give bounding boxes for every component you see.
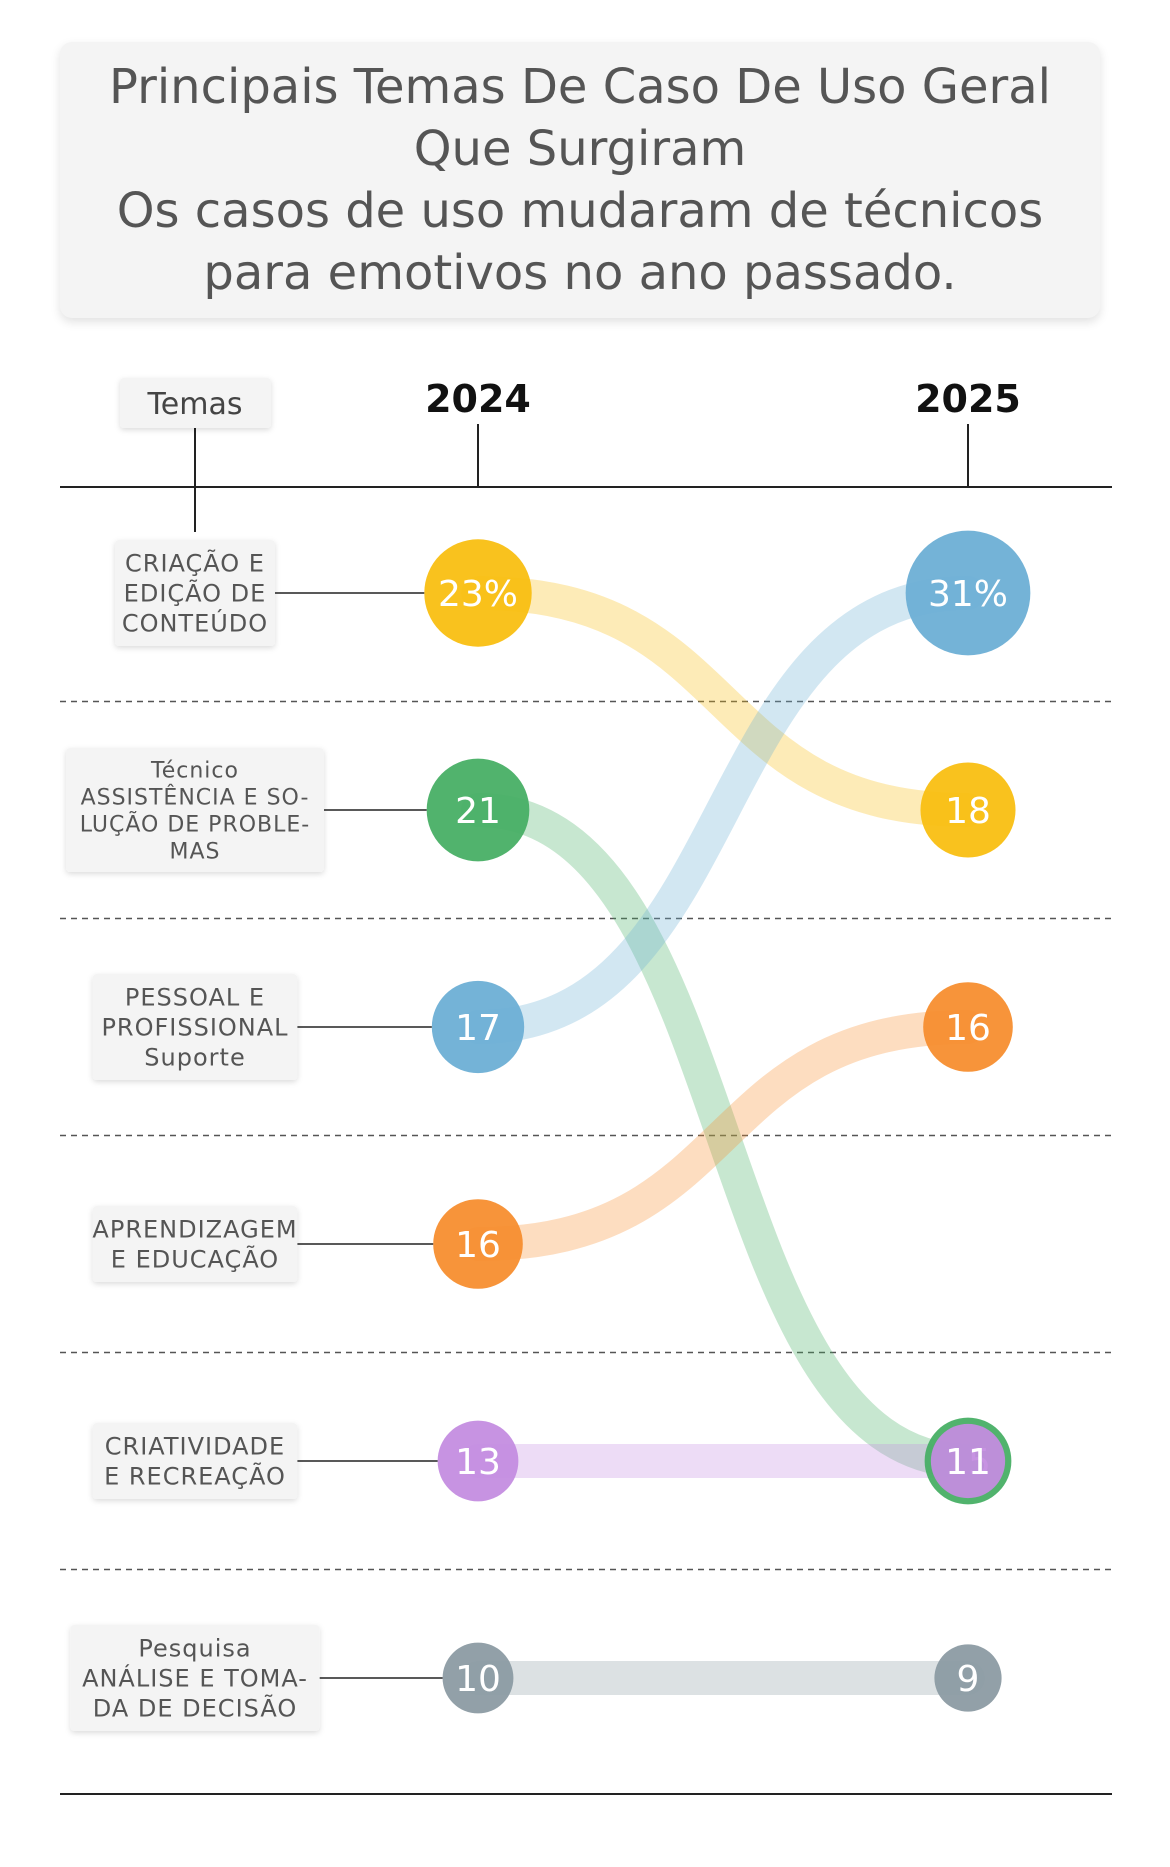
title-card: Principais Temas De Caso De Uso Geral Qu… (60, 42, 1100, 318)
theme-label-line: E EDUCAÇÃO (111, 1244, 279, 1274)
theme-label-line: PESSOAL E (125, 984, 265, 1012)
theme-label-line: Suporte (144, 1044, 245, 1072)
connector-3 (461, 576, 985, 1044)
theme-label-line: MAS (170, 839, 221, 864)
theme-label-line: ASSISTÊNCIA E SO- (81, 784, 310, 810)
bubble-value-1-2024: 23% (438, 574, 518, 615)
bubble-1-2025 (920, 762, 1016, 858)
theme-label-line: CONTEÚDO (122, 608, 268, 638)
bubble-value-3-2024: 17 (455, 1008, 501, 1049)
theme-label-box (66, 748, 324, 872)
chart-subtitle-line-2: para emotivos no ano passado. (203, 245, 957, 301)
theme-label-line: LUÇÃO DE PROBLE- (80, 810, 311, 837)
year-label-2025: 2025 (915, 377, 1021, 421)
theme-label-line: ANÁLISE E TOMA- (82, 1664, 308, 1693)
connector-4 (461, 1010, 985, 1261)
bubble-value-3-2025: 31% (928, 574, 1008, 615)
bubble-value-4-2024: 16 (455, 1225, 501, 1266)
bubble-value-2-2024: 21 (455, 791, 501, 832)
theme-label-line: DA DE DECISÃO (93, 1693, 297, 1723)
theme-label-box (92, 974, 298, 1080)
bubble-6-2025 (934, 1644, 1002, 1712)
theme-label-line: CRIAÇÃO E (125, 548, 265, 578)
grid-layer (60, 424, 1112, 1795)
bubble-5-2024 (437, 1420, 519, 1502)
chart-subtitle-line-1: Os casos de uso mudaram de técnicos (116, 183, 1044, 239)
theme-label-box (70, 1625, 320, 1731)
bubble-value-5-2024: 13 (455, 1442, 501, 1483)
theme-label-line: Técnico (150, 758, 239, 783)
theme-label-line: EDIÇÃO DE (124, 578, 267, 608)
theme-label-line: CRIATIVIDADE (105, 1433, 285, 1461)
theme-label-box (115, 540, 275, 646)
bubble-2-2024 (426, 758, 530, 862)
themes-header-box: Temas (120, 378, 271, 428)
bubble-5-2025 (930, 1423, 1006, 1499)
chart-title-line-2: Que Surgiram (413, 121, 747, 177)
theme-label-box (92, 1423, 298, 1499)
connector-2 (461, 793, 985, 1478)
theme-label-box (92, 1206, 298, 1282)
connector-1 (461, 576, 985, 827)
themes-header-text: Temas (147, 387, 243, 422)
theme-label-line: E RECREAÇÃO (104, 1461, 286, 1491)
themes-header-bg (120, 378, 271, 428)
bubble-4-2025 (923, 982, 1013, 1072)
bubble-value-6-2025: 9 (957, 1659, 980, 1700)
year-label-2024: 2024 (425, 377, 531, 421)
bubble-1-2024 (424, 539, 532, 647)
bubble-value-4-2025: 16 (945, 1008, 991, 1049)
theme-label-line: PROFISSIONAL (101, 1014, 288, 1042)
bubble-3-2024 (431, 980, 525, 1074)
theme-label-line: APRENDIZAGEM (92, 1216, 297, 1244)
theme-label-line: Pesquisa (138, 1635, 251, 1663)
chart-title-line-1: Principais Temas De Caso De Uso Geral (109, 59, 1051, 115)
bubble-6-2024 (442, 1642, 514, 1714)
bubble-3-2025 (905, 530, 1031, 656)
bubble-4-2024 (433, 1199, 523, 1289)
connector-layer (461, 576, 985, 1696)
bubble-value-6-2024: 10 (455, 1659, 501, 1700)
bubble-value-1-2025: 18 (945, 791, 991, 832)
bubble-value-5-2025: 11 (945, 1442, 991, 1483)
